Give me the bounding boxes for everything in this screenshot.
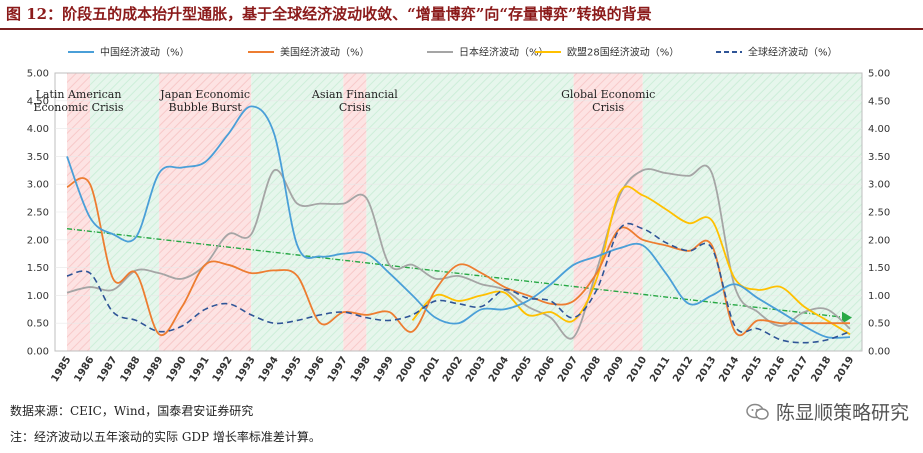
source-note: 数据来源：CEIC，Wind，国泰君安证券研究: [10, 404, 254, 418]
crisis-label: Crisis: [339, 101, 371, 114]
x-tick: 2006: [533, 355, 557, 384]
x-tick: 2016: [763, 355, 787, 384]
x-tick: 1999: [372, 355, 396, 384]
x-tick: 1987: [96, 355, 120, 384]
series-line-eu: [411, 185, 851, 336]
footnote: 注：经济波动以五年滚动的实际 GDP 增长率标准差计算。: [10, 430, 321, 444]
x-tick: 2019: [832, 355, 856, 384]
y-tick-left: 2.00: [27, 235, 49, 246]
y-tick-right: 1.00: [868, 291, 890, 302]
y-tick-left: 3.50: [27, 152, 49, 163]
legend-label-global: 全球经济波动（%）: [748, 46, 838, 59]
x-tick: 1988: [119, 355, 143, 384]
y-tick-left: 2.50: [27, 208, 49, 219]
x-tick: 1991: [188, 355, 212, 384]
y-tick-right: 5.00: [868, 69, 890, 80]
y-tick-left: 4.50: [27, 96, 49, 107]
line-chart: 0.00 0.50 1.00 1.50 2.00 2.50 3.00 3.50 4.00 4.50…: [27, 46, 891, 385]
crisis-label: Global Economic: [561, 88, 655, 101]
crisis-label: Bubble Burst: [169, 101, 243, 114]
crisis-label: Japan Economic: [159, 88, 250, 101]
x-tick: 2007: [556, 355, 580, 384]
brand-name: 陈显顺策略研究: [775, 402, 909, 424]
x-tick: 2005: [510, 355, 534, 384]
crisis-label: Latin American: [36, 88, 122, 101]
y-tick-right: 2.50: [868, 208, 890, 219]
y-tick-right: 0.50: [868, 319, 890, 330]
x-tick: 2004: [487, 355, 511, 384]
figure-title: 图 12：阶段五的成本抬升型通胀，基于全球经济波动收敛、“增量博弈”向“存量博弈…: [6, 5, 652, 23]
x-tick: 1985: [49, 355, 73, 384]
title-bar: 图 12：阶段五的成本抬升型通胀，基于全球经济波动收敛、“增量博弈”向“存量博弈…: [0, 0, 923, 30]
x-tick: 1993: [234, 355, 258, 384]
x-tick: 2015: [740, 355, 764, 384]
x-tick: 1994: [257, 355, 281, 384]
x-tick: 2003: [464, 355, 488, 384]
y-tick-right: 3.50: [868, 152, 890, 163]
y-tick-left: 1.00: [27, 291, 49, 302]
x-tick: 2008: [579, 355, 603, 384]
trend-line: [66, 227, 845, 319]
series-line-china: [66, 105, 851, 339]
x-tick: 2001: [418, 355, 442, 384]
x-tick: 2010: [625, 355, 649, 384]
trend-arrowhead: [842, 311, 852, 324]
x-tick: 1990: [165, 355, 189, 384]
y-tick-right: 3.00: [868, 180, 890, 191]
legend-label-eu: 欧盟28国经济波动（%）: [567, 46, 679, 59]
x-tick: 1996: [303, 355, 327, 384]
legend-label-china: 中国经济波动（%）: [100, 46, 190, 59]
x-tick: 2017: [786, 355, 810, 384]
y-tick-right: 4.00: [868, 124, 890, 135]
y-tick-right: 1.50: [868, 263, 890, 274]
y-tick-left: 3.00: [27, 180, 49, 191]
y-tick-right: 4.50: [868, 96, 890, 107]
series-line-global: [66, 222, 851, 344]
crisis-label: Asian Financial: [311, 88, 398, 101]
y-tick-left: 0.00: [27, 347, 49, 358]
crisis-label: Economic Crisis: [33, 101, 123, 114]
x-tick: 1995: [280, 355, 304, 384]
x-tick: 2018: [809, 355, 833, 384]
x-tick: 2011: [648, 355, 672, 384]
y-tick-left: 0.50: [27, 319, 49, 330]
y-tick-right: 0.00: [868, 347, 890, 358]
y-tick-left: 5.00: [27, 69, 49, 80]
x-tick: 2002: [441, 355, 465, 384]
y-tick-left: 4.00: [27, 124, 49, 135]
x-tick: 1989: [142, 355, 166, 384]
brand-watermark: 陈显顺策略研究: [746, 398, 909, 425]
x-tick: 2000: [395, 355, 419, 384]
x-tick: 2009: [602, 355, 626, 384]
x-tick: 2013: [694, 355, 718, 384]
x-tick: 1997: [326, 355, 350, 384]
x-tick: 2014: [717, 355, 741, 384]
x-tick: 1986: [72, 355, 96, 384]
legend-label-japan: 日本经济波动（%）: [459, 46, 549, 59]
y-tick-right: 2.00: [868, 235, 890, 246]
y-tick-left: 1.50: [27, 263, 49, 274]
legend-label-us: 美国经济波动（%）: [280, 46, 370, 59]
x-tick: 2012: [671, 355, 695, 384]
crisis-label: Crisis: [592, 101, 624, 114]
chat-bubble-icon: [746, 403, 769, 420]
x-tick: 1998: [349, 355, 373, 384]
x-tick: 1992: [211, 355, 235, 384]
